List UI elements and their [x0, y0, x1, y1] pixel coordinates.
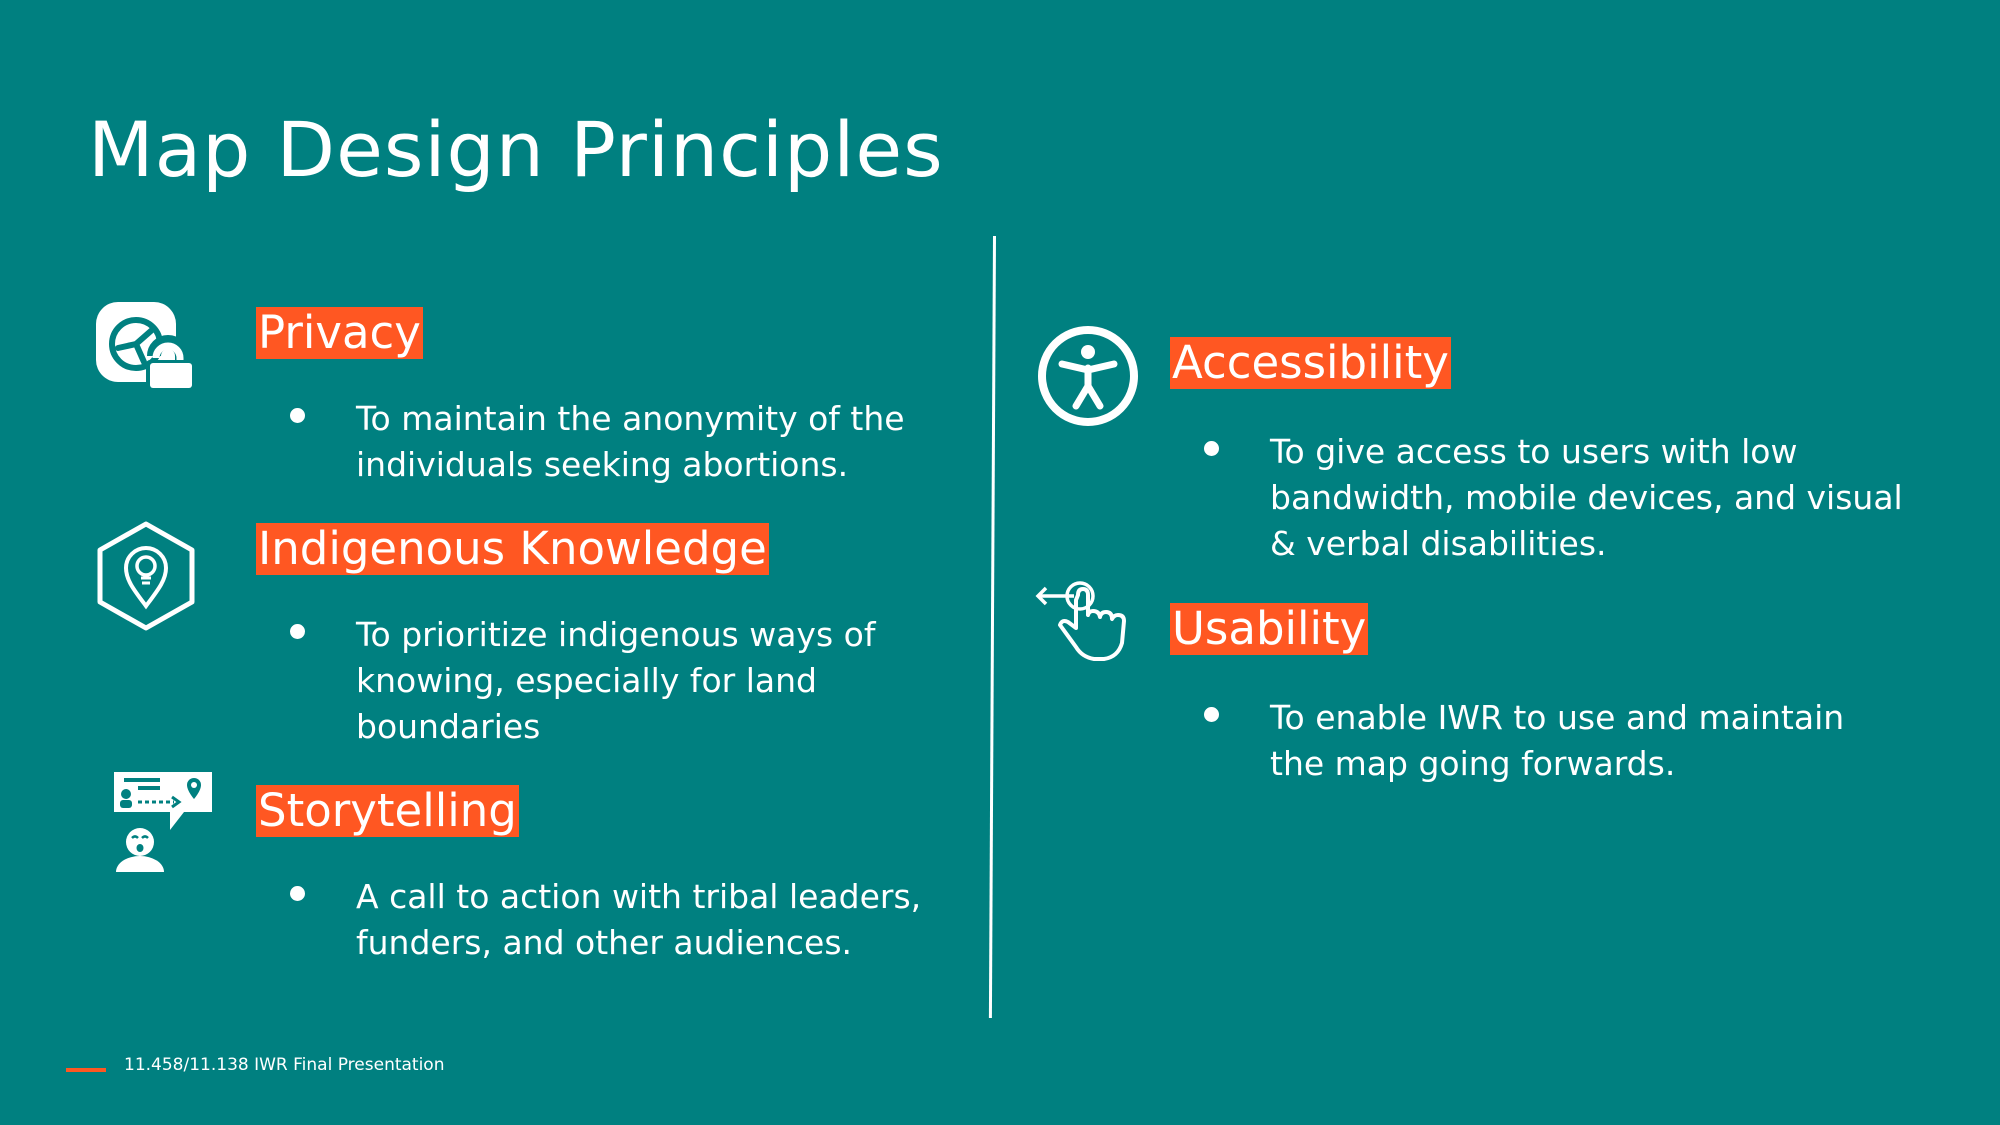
privacy-lock-icon	[96, 302, 192, 388]
bullet-dot	[290, 408, 305, 423]
accessibility-person-icon	[1038, 326, 1138, 426]
bullet-line: To enable IWR to use and maintain	[1270, 698, 1845, 737]
bullet-dot	[1204, 707, 1219, 722]
bullet-line: & verbal disabilities.	[1270, 524, 1607, 563]
bullet-dot	[1204, 441, 1219, 456]
bullet-line: bandwidth, mobile devices, and visual	[1270, 478, 1903, 517]
column-divider	[988, 236, 996, 1019]
heading-privacy: Privacy	[256, 306, 423, 359]
bullet-line: To maintain the anonymity of the	[356, 399, 905, 438]
bullet-text: To prioritize indigenous ways of knowing…	[356, 612, 875, 750]
bullet-line: boundaries	[356, 707, 541, 746]
bullet-line: To prioritize indigenous ways of	[356, 615, 876, 654]
footer-accent-bar	[66, 1068, 106, 1072]
bullet-text: To maintain the anonymity of the individ…	[356, 396, 905, 488]
slide-title: Map Design Principles	[88, 105, 944, 194]
heading-accessibility: Accessibility	[1170, 336, 1451, 389]
bullet-line: funders, and other audiences.	[356, 923, 853, 962]
heading-storytelling: Storytelling	[256, 784, 519, 837]
heading-usability: Usability	[1170, 602, 1369, 655]
bullet-line: knowing, especially for land	[356, 661, 817, 700]
hand-tap-swipe-icon	[1035, 581, 1126, 661]
bullet-dot	[290, 886, 305, 901]
bullet-text: A call to action with tribal leaders, fu…	[356, 874, 921, 966]
bullet-dot	[290, 624, 305, 639]
lightbulb-pin-hexagon-icon	[97, 521, 195, 631]
bullet-text: To enable IWR to use and maintain the ma…	[1270, 695, 1844, 787]
storytelling-speech-icon	[114, 772, 212, 872]
bullet-line: the map going forwards.	[1270, 744, 1676, 783]
bullet-text: To give access to users with low bandwid…	[1270, 429, 1903, 567]
bullet-line: To give access to users with low	[1270, 432, 1798, 471]
footer-text: 11.458/11.138 IWR Final Presentation	[124, 1055, 445, 1075]
heading-indigenous-knowledge: Indigenous Knowledge	[256, 522, 769, 575]
bullet-line: A call to action with tribal leaders,	[356, 877, 922, 916]
bullet-line: individuals seeking abortions.	[356, 445, 849, 484]
